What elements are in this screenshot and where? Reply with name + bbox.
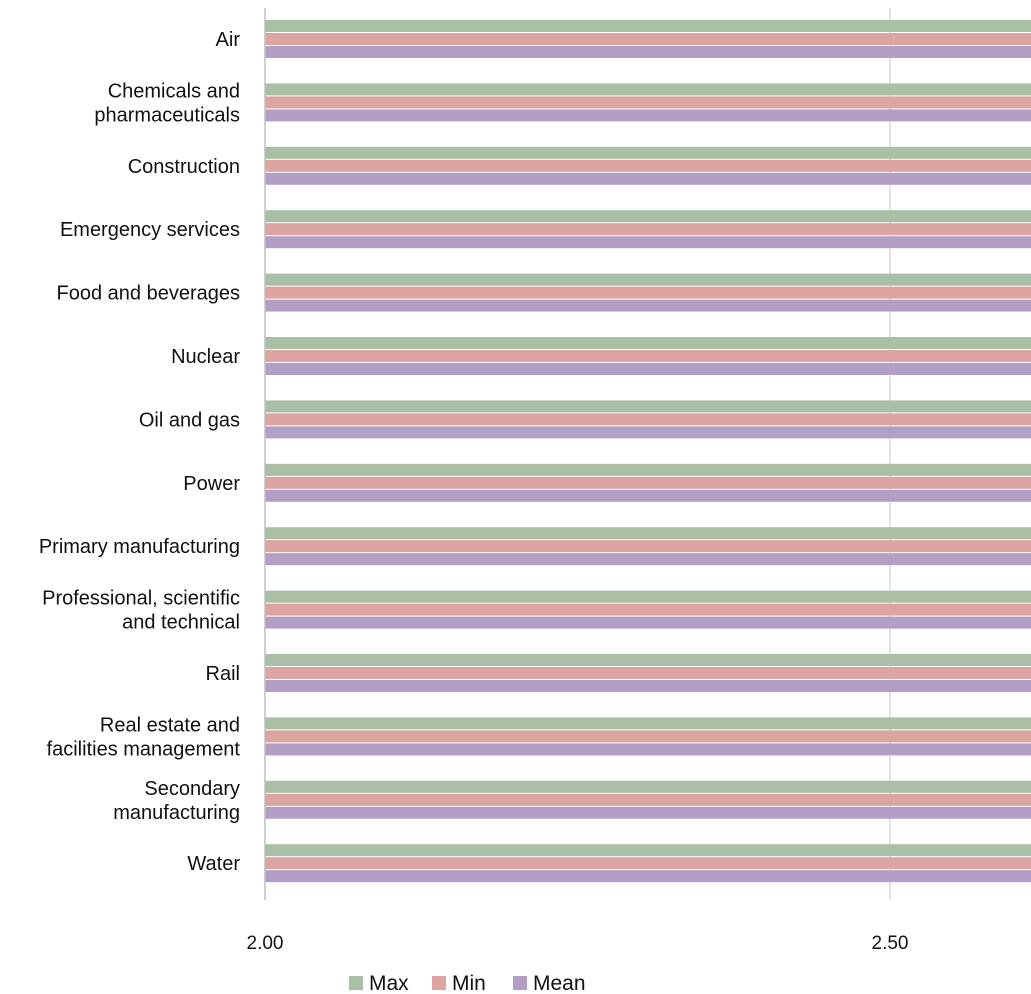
category-label: Real estate and facilities management — [47, 714, 241, 760]
bar-mean — [265, 870, 1031, 883]
category-label: Primary manufacturing — [39, 536, 240, 558]
bar-max — [265, 337, 1031, 349]
bar-mean — [265, 363, 1031, 375]
bar-mean — [265, 426, 1031, 439]
category-label: Power — [183, 473, 240, 495]
bar-max — [265, 210, 1031, 223]
bar-max — [265, 273, 1031, 286]
bar-min — [265, 476, 1031, 489]
bar-max — [265, 844, 1031, 857]
bar-max — [265, 83, 1031, 96]
category-labels: Air Chemicals and pharmaceuticals Construct… — [39, 29, 241, 875]
bar-mean — [265, 46, 1031, 58]
bar-mean — [265, 806, 1031, 819]
x-tick-label: 2.00 — [247, 933, 284, 954]
bar-min — [265, 223, 1031, 236]
bar-max — [265, 527, 1031, 540]
bar-mean — [265, 553, 1031, 566]
legend: Max Min Mean — [349, 972, 586, 994]
bar-min — [265, 730, 1031, 743]
category-label: Food and beverages — [57, 283, 240, 305]
bar-max — [265, 654, 1031, 666]
bar-min — [265, 667, 1031, 679]
bar-min — [265, 159, 1031, 172]
legend-swatch — [432, 976, 446, 990]
bar-min — [265, 603, 1031, 616]
legend-item-max: Max — [349, 972, 409, 994]
bar-mean — [265, 172, 1031, 185]
bar-min — [265, 350, 1031, 362]
bar-mean — [265, 616, 1031, 629]
category-label: Construction — [128, 156, 240, 178]
bar-max — [265, 463, 1031, 476]
bar-mean — [265, 299, 1031, 312]
legend-label: Max — [369, 972, 409, 994]
category-label: Oil and gas — [139, 409, 240, 431]
category-label: Rail — [206, 663, 240, 685]
bars — [265, 20, 1031, 883]
category-label: Emergency services — [60, 219, 240, 241]
bar-min — [265, 96, 1031, 109]
legend-swatch — [349, 976, 363, 990]
x-tick-label: 2.50 — [872, 933, 909, 954]
category-label: Water — [187, 853, 240, 875]
bar-min — [265, 857, 1031, 870]
bar-mean — [265, 743, 1031, 756]
bar-max — [265, 20, 1031, 32]
bar-min — [265, 33, 1031, 45]
x-tick-labels: 2.002.503.003.504.00 — [247, 933, 909, 954]
legend-item-min: Min — [432, 972, 486, 994]
category-label: Professional, scientific and technical — [42, 588, 240, 634]
bar-max — [265, 400, 1031, 413]
bar-mean — [265, 236, 1031, 249]
legend-swatch — [513, 976, 527, 990]
legend-label: Mean — [533, 972, 586, 994]
bar-max — [265, 590, 1031, 603]
bar-mean — [265, 680, 1031, 692]
category-label: Chemicals and pharmaceuticals — [94, 80, 240, 126]
category-label: Secondary manufacturing — [113, 778, 240, 824]
bar-min — [265, 413, 1031, 426]
bar-min — [265, 793, 1031, 806]
bar-min — [265, 286, 1031, 299]
gridlines — [889, 8, 891, 900]
bar-min — [265, 540, 1031, 553]
bar-mean — [265, 109, 1031, 122]
legend-item-mean: Mean — [513, 972, 586, 994]
legend-label: Min — [452, 972, 486, 994]
category-label: Air — [216, 29, 241, 51]
bar-max — [265, 780, 1031, 793]
category-label: Nuclear — [171, 346, 240, 368]
bar-max — [265, 146, 1031, 159]
bar-max — [265, 717, 1031, 730]
bar-mean — [265, 489, 1031, 502]
